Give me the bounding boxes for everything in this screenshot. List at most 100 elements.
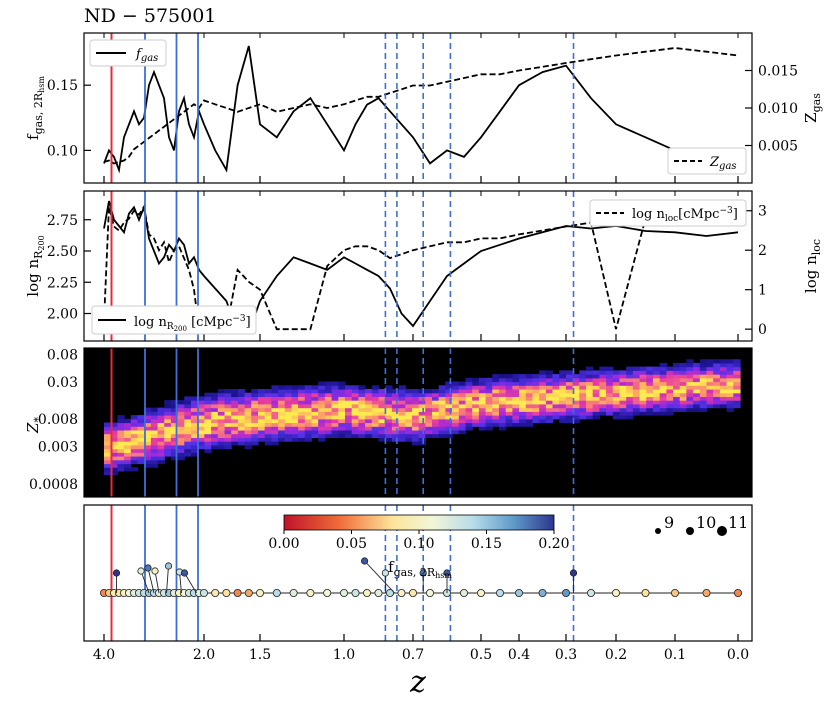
heatmap-cell [632,370,641,375]
heatmap-cell [365,407,373,412]
heatmap-cell [432,426,440,431]
heatmap-cell [298,392,306,397]
heatmap-cell [646,370,654,375]
heatmap-cell [258,437,266,442]
heatmap-cell [445,381,453,386]
heatmap-cell [693,362,701,368]
heatmap-cell [646,396,654,401]
heatmap-cell [284,422,293,427]
heatmap-cell [726,359,734,364]
heatmap-cell [298,396,306,401]
heatmap-cell [472,415,480,420]
heatmap-cell [445,392,453,397]
heatmap-cell [284,429,293,435]
heatmap-cell [458,418,467,424]
heatmap-cell [673,396,681,401]
heatmap-cell [693,366,701,371]
heatmap-cell [365,389,373,394]
heatmap-cell [117,437,125,442]
heatmap-cell [144,433,152,438]
heatmap-cell [619,377,627,383]
heatmap-cell [177,407,185,412]
heatmap-cell [405,411,413,416]
heatmap-cell [224,429,232,435]
heatmap-cell [539,411,547,416]
heatmap-cell [177,411,185,416]
heatmap-cell [579,403,587,409]
heatmap-cell [398,429,406,435]
heatmap-cell [224,433,232,438]
heatmap-cell [713,370,721,375]
heatmap-cell [733,366,741,371]
heatmap-cell [532,407,540,412]
heatmap-cell [191,426,199,431]
heatmap-cell [619,411,627,416]
heatmap-cell [298,415,306,420]
heatmap-cell [599,411,607,416]
heatmap-cell [164,433,172,438]
heatmap-cell [432,422,440,427]
heatmap-cell [552,400,560,405]
panel-density-ylabel: log nR200 [24,235,46,296]
heatmap-cell [371,400,380,405]
heatmap-cell [646,392,654,397]
heatmap-cell [552,392,560,397]
heatmap-cell [378,426,386,431]
heatmap-cell [385,389,393,394]
heatmap-cell [331,407,339,412]
heatmap-cell [177,429,185,435]
heatmap-cell [211,429,219,435]
heatmap-cell [231,411,239,416]
heatmap-cell [478,403,487,409]
heatmap-cell [545,381,554,386]
heatmap-cell [217,396,226,401]
heatmap-cell [525,385,534,390]
heatmap-cell [224,415,232,420]
heatmap-cell [579,385,587,390]
heatmap-cell [639,403,647,409]
merger-link [140,570,150,594]
heatmap-cell [679,407,687,412]
heatmap-cell [231,426,239,431]
heatmap-cell [545,400,554,405]
heatmap-cell [572,389,580,394]
heatmap-cell [572,400,580,405]
heatmap-cell [345,389,353,394]
heatmap-cell [499,422,507,427]
heatmap-cell [472,381,480,386]
heatmap-cell [452,426,460,431]
heatmap-cell [525,389,534,394]
heatmap-cell [505,381,513,386]
heatmap-cell [452,422,460,427]
heatmap-cell [679,377,687,383]
heatmap-cell [485,392,493,397]
heatmap-cell [539,385,547,390]
heatmap-cell [204,415,212,420]
heatmap-cell [398,389,406,394]
heatmap-cell [525,400,534,405]
heatmap-cell [719,389,728,394]
heatmap-cell [599,374,607,379]
heatmap-cell [418,407,426,412]
ytick-right-label: 0.010 [758,101,798,117]
heatmap-cell [251,433,259,438]
heatmap-cell [492,415,500,420]
heatmap-cell [365,403,373,409]
heatmap-cell [324,403,333,409]
heatmap-cell [619,392,627,397]
heatmap-cell [686,381,694,386]
heatmap-cell [130,429,139,435]
panel-merger-ticks: 4.0 2.0 1.5 1.0 0.7 0.5 0.4 0.3 0.2 0.1 0.0 [93,634,749,663]
heatmap-cell [659,381,667,386]
heatmap-cell [331,403,339,409]
heatmap-cell [726,396,734,401]
ytick-label: 0.003 [38,440,78,456]
heatmap-cell [170,411,179,416]
heatmap-cell [311,400,319,405]
heatmap-cell [345,392,353,397]
heatmap-cell [124,456,132,461]
heatmap-cell [699,370,708,375]
heatmap-cell [485,377,493,383]
heatmap-cell [191,452,199,457]
heatmap-cell [425,433,433,438]
